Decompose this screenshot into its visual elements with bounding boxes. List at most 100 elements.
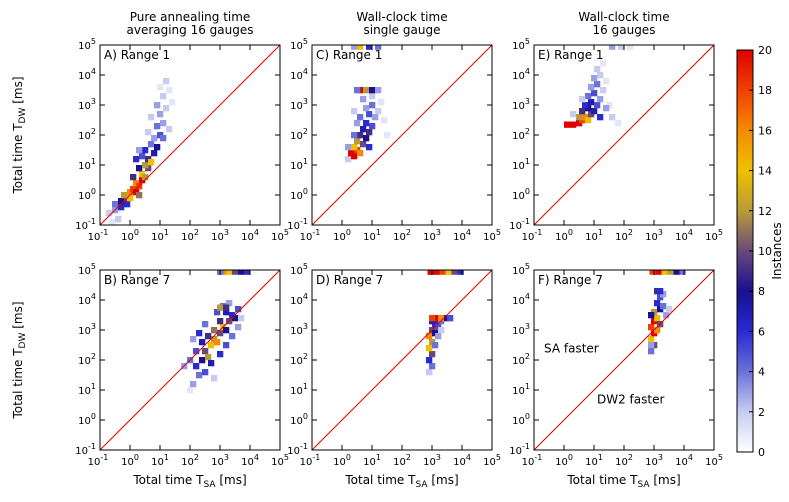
y-tick-label: 100 [78, 412, 96, 427]
heatmap-cell [351, 144, 358, 151]
panel-E: 10-1 100 101 102 103 104 105 10-1 100 101 102 103 10… [509, 10, 723, 243]
diagonal-line [100, 45, 280, 225]
x-tick-label: 101 [585, 453, 603, 468]
y-tick-label: 103 [290, 322, 308, 337]
heatmap-cell [354, 87, 361, 94]
heatmap-cell [426, 345, 433, 352]
heatmap-cell [372, 114, 379, 121]
heatmap-cell [660, 303, 667, 310]
colorbar-tick-label: 20 [758, 44, 772, 57]
heatmap-cell [375, 87, 382, 94]
x-tick-label: 101 [363, 453, 381, 468]
heatmap-cell [136, 147, 143, 154]
heatmap-cell [157, 84, 164, 91]
heatmap-cell [648, 348, 655, 355]
heatmap-cell [133, 156, 140, 163]
heatmap-cell [142, 174, 149, 181]
heatmap-cell [381, 117, 388, 124]
colorbar-tick-label: 16 [758, 124, 772, 137]
panel-label: A) Range 1 [104, 48, 170, 62]
heatmap-cell [375, 108, 382, 115]
y-tick-label: 102 [290, 127, 308, 142]
heatmap-cell [591, 108, 598, 115]
x-tick-label: 101 [363, 228, 381, 243]
diagonal-line [312, 45, 492, 225]
heatmap-cell [160, 120, 167, 127]
heatmap-cell [655, 270, 662, 275]
column-title: averaging 16 gauges [126, 23, 253, 37]
x-tick-label: 102 [615, 228, 633, 243]
x-tick-label: 105 [483, 453, 501, 468]
heatmap-cell [585, 93, 592, 100]
heatmap-cell [357, 132, 364, 139]
panel-label: E) Range 1 [538, 48, 604, 62]
annotation-dw2-faster: DW2 faster [597, 393, 664, 407]
y-tick-label: 105 [512, 262, 530, 277]
heatmap-cell [139, 153, 146, 160]
colorbar-tick-label: 4 [758, 366, 765, 379]
heatmap-cell [438, 315, 445, 322]
heatmap-cell [223, 309, 230, 316]
heatmap-cell [136, 165, 143, 172]
heatmap-cell [136, 192, 143, 199]
heatmap-cell [366, 144, 373, 151]
heatmap-cell [211, 375, 218, 382]
heatmap-cell [232, 270, 239, 275]
heatmap-cell [591, 90, 598, 97]
heatmap-cell [649, 270, 656, 275]
panel-label: B) Range 7 [104, 273, 170, 287]
x-tick-label: 101 [151, 228, 169, 243]
heatmap-cell [363, 87, 370, 94]
heatmap-cell [579, 108, 586, 115]
heatmap-cell [169, 99, 176, 106]
colorbar-tick-label: 6 [758, 325, 765, 338]
y-tick-label: 101 [290, 382, 308, 397]
y-axis-label: Total time TDW [ms] [11, 301, 28, 419]
heatmap-cell [217, 330, 224, 337]
y-tick-label: 102 [290, 352, 308, 367]
heatmap-cell [193, 363, 200, 370]
x-tick-label: 10-1 [88, 453, 109, 468]
diagonal-line [100, 270, 280, 450]
heatmap-cell [594, 102, 601, 109]
heatmap-cell [594, 66, 601, 73]
heatmap-cell [600, 87, 607, 94]
heatmap-cell [594, 81, 601, 88]
heatmap-cell [199, 357, 206, 364]
heatmap-cell [429, 315, 436, 322]
heatmap-cell [564, 121, 571, 128]
y-tick-label: 10-1 [509, 217, 530, 232]
heatmap-cell [363, 105, 370, 112]
heatmap-cell [235, 324, 242, 331]
heatmap-cell [351, 153, 358, 160]
y-tick-label: 101 [78, 382, 96, 397]
y-tick-label: 10-1 [75, 442, 96, 457]
y-tick-label: 105 [78, 37, 96, 52]
heatmap-cell [208, 342, 215, 349]
colorbar-tick-label: 2 [758, 406, 765, 419]
heatmap-cell [154, 102, 161, 109]
heatmap-cell [151, 150, 158, 157]
y-tick-label: 105 [290, 37, 308, 52]
heatmap-cell [244, 270, 251, 275]
x-tick-label: 101 [585, 228, 603, 243]
heatmap-cell [217, 351, 224, 358]
heatmap-cell [345, 156, 352, 163]
heatmap-cell [196, 330, 203, 337]
heatmap-cell [429, 351, 436, 358]
x-tick-label: 100 [555, 228, 573, 243]
heatmap-cell [369, 93, 376, 100]
heatmap-cell [193, 348, 200, 355]
heatmap-cell [357, 114, 364, 121]
heatmap-cell [163, 105, 170, 112]
column-title: 16 gauges [593, 23, 656, 37]
heatmap-cell [223, 342, 230, 349]
x-tick-label: 101 [151, 453, 169, 468]
heatmap-cell [363, 120, 370, 127]
heatmap-cell [190, 381, 197, 388]
heatmap-cell [366, 129, 373, 136]
heatmap-cell [208, 360, 215, 367]
colorbar-tick-label: 0 [758, 446, 765, 459]
panel-A: 10-1 100 101 102 103 104 105 10-1 100 101 102 103 10… [11, 10, 289, 243]
heatmap-cell [570, 121, 577, 128]
